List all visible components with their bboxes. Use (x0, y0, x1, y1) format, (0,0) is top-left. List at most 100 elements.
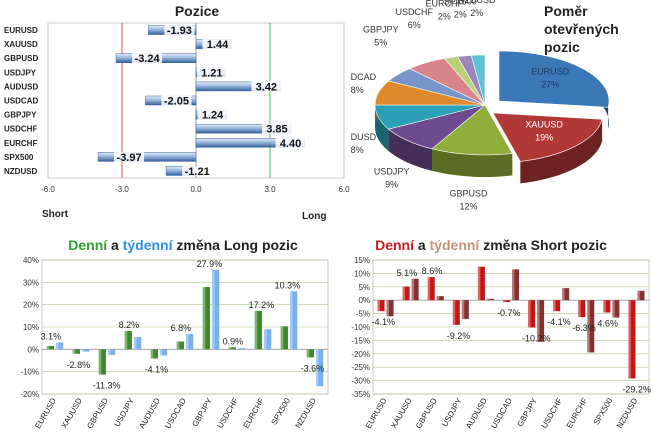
bar-týdenní (237, 348, 246, 350)
positions-bar-chart: Pozice -6.0 -3.0 0.0 3.0 6.0 EURUSD -1.93 XAUUS… (4, 3, 350, 222)
data-label: 8.6% (422, 266, 443, 276)
y-tick-label: 10% (23, 323, 39, 332)
data-label: 3.1% (41, 331, 62, 341)
category-label: EURUSD (33, 396, 58, 430)
pie-name-label: NZDUSD (458, 0, 496, 5)
bar-highlight (289, 291, 293, 350)
category-label: USDJPY (112, 396, 136, 428)
category-label: GBPUSD (85, 396, 110, 430)
bar-highlight (46, 345, 50, 350)
title-part: změna Long pozic (173, 237, 298, 253)
category-label: GBPUSD (414, 396, 439, 430)
bar-highlight (411, 278, 415, 301)
x-tick-label: 0.0 (190, 185, 202, 194)
category-label: EURUSD (364, 396, 389, 430)
bar-týdenní (587, 300, 595, 353)
open-positions-pie-chart: Poměr otevřených pozic EURUSD 27% XAUUSD 19… (350, 0, 619, 211)
bar-denní (528, 300, 536, 328)
value-label: -1.21 (185, 166, 210, 178)
bar-highlight (637, 290, 640, 301)
bar-týdenní (612, 300, 620, 318)
data-label: -2.8% (67, 360, 91, 370)
category-label: AUDUSD (4, 82, 38, 91)
y-tick-label: -30% (351, 377, 370, 386)
bar-highlight (402, 286, 406, 301)
bar-highlight (98, 349, 102, 375)
category-label: NZDUSD (294, 396, 319, 430)
bar-highlight (537, 300, 540, 342)
value-label-bg (202, 39, 233, 50)
y-tick-label: -35% (351, 390, 370, 399)
category-label: XAUUSD (60, 396, 85, 430)
y-tick-label: 0% (358, 296, 370, 305)
category-label: EURUSD (4, 26, 38, 35)
value-label-bg (114, 151, 145, 162)
bar-highlight (211, 270, 215, 350)
pie-slice-eurusd (498, 50, 610, 108)
value-label: -2.05 (164, 96, 189, 108)
value-label: 4.40 (280, 138, 301, 150)
bar-highlight (185, 334, 189, 350)
bar-denní (603, 300, 611, 313)
category-label: USDCAD (4, 97, 38, 106)
bar-denní (280, 326, 288, 350)
pie-title-line-3: pozic (544, 39, 580, 55)
category-label: SPX500 (270, 396, 293, 426)
data-label: -4.1% (372, 317, 396, 327)
value-label-bg (251, 81, 282, 92)
data-label: -6.3% (572, 323, 596, 333)
bar-highlight (486, 298, 490, 301)
title-part: Denní (375, 237, 415, 253)
category-label: USDJPY (4, 68, 37, 77)
category-label: USDCHF (4, 125, 37, 134)
y-tick-label: 10% (354, 269, 370, 278)
bar-týdenní (211, 270, 220, 350)
data-label: 6.8% (171, 323, 192, 333)
bar-highlight (237, 348, 241, 350)
title-part: Denní (68, 237, 108, 253)
pie-name-label: GBPUSD (449, 188, 488, 198)
bar-highlight (306, 349, 310, 358)
pie-pct-label: 5% (374, 37, 387, 47)
value-label: -3.24 (135, 53, 161, 65)
pie-name-label: USDJPY (374, 167, 410, 177)
bar-týdenní (436, 296, 444, 301)
long-label: Long (302, 211, 326, 222)
pie-slice-nzdusd (470, 54, 486, 106)
y-tick-label: -15% (351, 336, 370, 345)
pie-name-label: USDCAD (350, 72, 377, 82)
pie-pct-label: 6% (408, 20, 421, 30)
category-label: AUDUSD (137, 396, 162, 430)
data-label: -29.2% (622, 384, 651, 394)
y-tick-label: -10% (351, 323, 370, 332)
category-label: GBPJPY (190, 396, 214, 428)
pie-name-label: SPX500 (444, 0, 477, 6)
value-label: 1.24 (202, 110, 224, 122)
value-label: 1.21 (201, 67, 222, 79)
pie-pct-label: 12% (459, 201, 477, 211)
bar-highlight (628, 300, 631, 379)
long-change-bar-chart: Denní a týdenní změna Long pozic -20% -10… (20, 237, 329, 430)
y-tick-label: 0% (27, 345, 39, 354)
value-label: 3.42 (256, 81, 277, 93)
pie-title-line-2: otevřených (544, 21, 619, 37)
pie-name-label: GBPJPY (363, 24, 399, 34)
x-tick-label: -3.0 (115, 185, 129, 194)
data-label: 8.2% (119, 320, 140, 330)
y-tick-label: -20% (20, 390, 39, 399)
bar-highlight (612, 300, 615, 318)
bar-highlight (452, 300, 456, 325)
bar-denní (124, 331, 132, 350)
y-tick-label: 5% (358, 283, 370, 292)
bar-highlight (477, 266, 481, 301)
pie-slice-side (375, 105, 389, 152)
bar-highlight (502, 300, 506, 303)
title-part: a (414, 237, 430, 253)
y-tick-label: 15% (354, 256, 370, 265)
data-label: -4.1% (547, 317, 571, 327)
data-label: -10.2% (522, 334, 551, 344)
pie-slice-side (432, 148, 513, 177)
category-label: XAUUSD (389, 396, 414, 430)
pie-name-label: XAUUSD (525, 120, 563, 130)
positions-chart-title: Pozice (175, 3, 220, 19)
